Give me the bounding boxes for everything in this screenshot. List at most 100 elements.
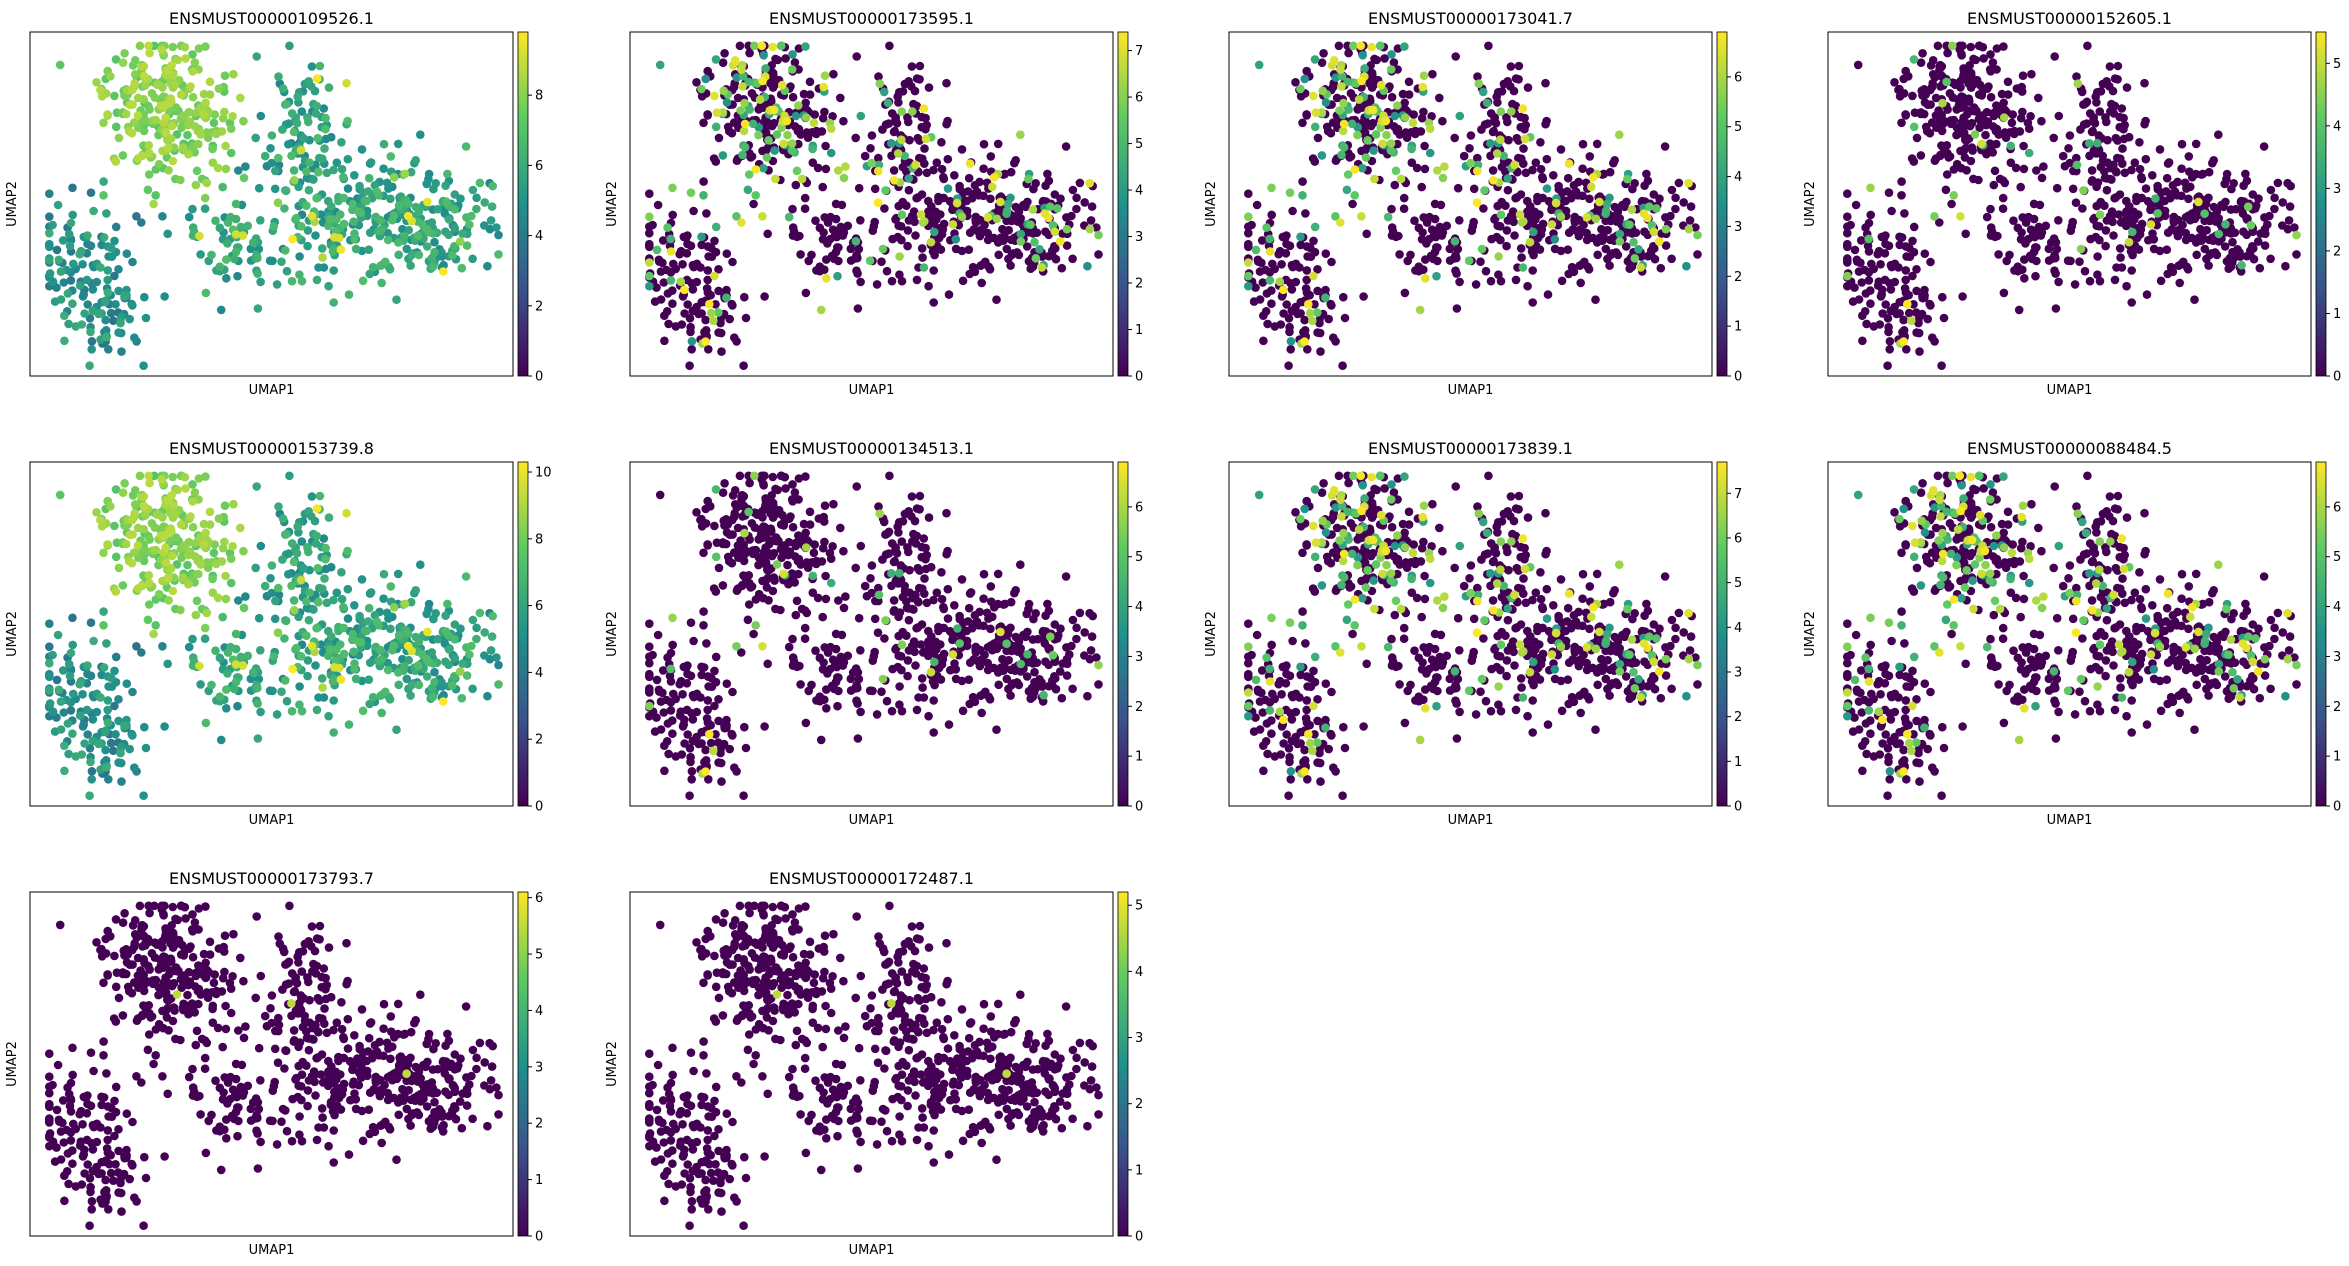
- scatter-point: [919, 263, 929, 272]
- colorbar-tick-label: 4: [2333, 119, 2341, 134]
- scatter-point: [1856, 258, 1865, 268]
- scatter-point: [96, 515, 105, 525]
- scatter-point: [472, 634, 481, 644]
- scatter-point: [896, 222, 906, 231]
- scatter-point: [1853, 60, 1863, 70]
- scatter-point: [282, 266, 292, 276]
- scatter-point: [121, 539, 131, 549]
- scatter-point: [365, 228, 375, 237]
- scatter-point: [776, 520, 786, 529]
- scatter-point: [703, 242, 713, 251]
- scatter-point: [144, 600, 154, 609]
- scatter-point: [2115, 122, 2124, 132]
- scatter-point: [52, 675, 62, 685]
- scatter-point: [82, 705, 92, 715]
- scatter-point: [103, 705, 112, 715]
- scatter-point: [85, 791, 94, 800]
- scatter-point: [1296, 92, 1306, 101]
- scatter-point: [144, 41, 153, 51]
- scatter-point: [199, 110, 208, 119]
- scatter-point: [2265, 211, 2274, 221]
- scatter-point: [918, 154, 927, 163]
- scatter-point: [494, 660, 503, 670]
- scatter-point: [164, 166, 173, 175]
- scatter-point: [386, 194, 395, 204]
- scatter-point: [913, 133, 923, 143]
- scatter-point: [652, 245, 662, 255]
- scatter-point: [1611, 248, 1621, 257]
- scatter-point: [1418, 82, 1427, 92]
- scatter-point: [770, 576, 779, 585]
- scatter-point: [372, 617, 382, 627]
- scatter-point: [1432, 243, 1441, 252]
- scatter-point: [826, 124, 836, 133]
- scatter-point: [339, 172, 348, 182]
- scatter-point: [253, 699, 262, 708]
- scatter-point: [1367, 83, 1377, 92]
- scatter-point: [311, 661, 320, 670]
- scatter-point: [183, 130, 192, 140]
- scatter-point: [1674, 178, 1684, 188]
- scatter-point: [873, 198, 883, 207]
- scatter-point: [214, 84, 224, 93]
- scatter-point: [60, 741, 69, 750]
- scatter-point: [106, 308, 116, 318]
- scatter-point: [2106, 213, 2115, 222]
- scatter-point: [767, 121, 777, 131]
- scatter-point: [929, 266, 938, 275]
- scatter-point: [1437, 231, 1447, 240]
- scatter-point: [1044, 213, 1053, 223]
- scatter-point: [911, 160, 920, 170]
- scatter-point: [866, 144, 875, 153]
- scatter-point: [1998, 176, 2008, 185]
- scatter-point: [2109, 231, 2118, 240]
- scatter-point: [1419, 265, 1428, 275]
- scatter-point: [1935, 151, 1945, 161]
- scatter-point: [1520, 134, 1530, 144]
- scatter-point: [290, 176, 299, 185]
- scatter-point: [791, 180, 801, 190]
- scatter-point: [202, 608, 212, 618]
- scatter-point: [2016, 182, 2025, 192]
- scatter-point: [722, 98, 732, 107]
- scatter-point: [311, 539, 321, 548]
- scatter-point: [1587, 182, 1596, 192]
- scatter-point: [1685, 216, 1695, 225]
- scatter-point: [284, 140, 293, 149]
- scatter-point: [343, 614, 353, 623]
- scatter-point: [867, 131, 877, 140]
- scatter-point: [2228, 237, 2237, 247]
- scatter-point: [383, 665, 393, 675]
- scatter-point: [709, 316, 718, 326]
- scatter-point: [1255, 295, 1265, 304]
- scatter-point: [327, 632, 336, 641]
- scatter-point: [712, 108, 722, 117]
- scatter-point: [1298, 191, 1307, 200]
- scatter-point: [1321, 98, 1331, 107]
- scatter-point: [313, 563, 323, 573]
- scatter-point: [339, 623, 349, 633]
- scatter-point: [103, 696, 113, 705]
- scatter-point: [763, 229, 772, 239]
- scatter-point: [161, 558, 171, 567]
- scatter-point: [725, 314, 734, 324]
- scatter-point: [743, 185, 753, 195]
- scatter-point: [406, 261, 415, 270]
- scatter-point: [467, 641, 476, 651]
- scatter-point: [1435, 93, 1444, 103]
- scatter-point: [710, 271, 719, 281]
- scatter-point: [229, 499, 238, 509]
- scatter-point: [948, 220, 958, 229]
- scatter-point: [2111, 167, 2121, 176]
- scatter-point: [2117, 104, 2127, 113]
- scatter-point: [1957, 51, 1966, 60]
- scatter-point: [1362, 229, 1371, 239]
- scatter-point: [1867, 259, 1876, 269]
- scatter-point: [1898, 327, 1907, 337]
- scatter-point: [215, 692, 225, 701]
- scatter-point: [2222, 169, 2232, 179]
- scatter-point: [192, 596, 202, 606]
- scatter-point: [697, 522, 707, 531]
- scatter-point: [1990, 166, 2000, 176]
- scatter-point: [714, 328, 723, 337]
